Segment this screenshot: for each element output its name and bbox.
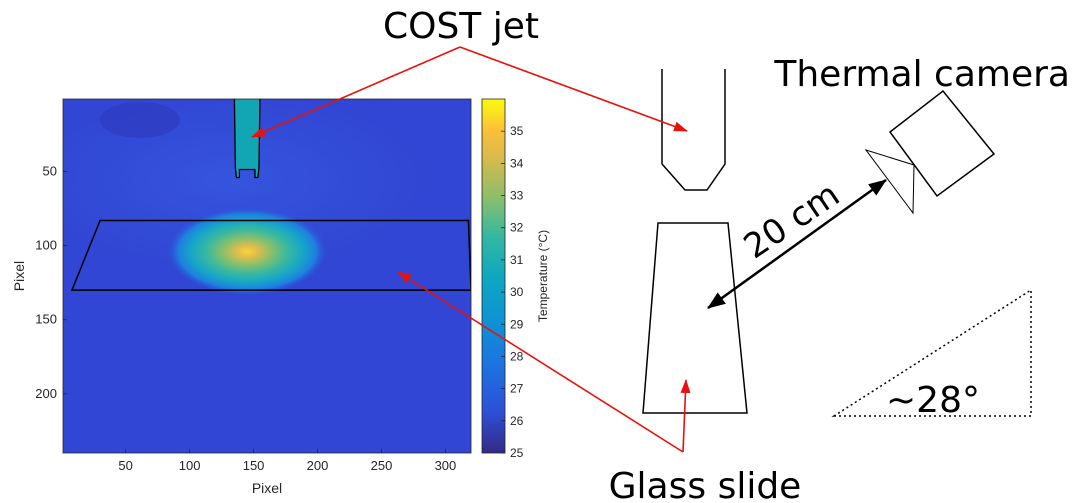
colorbar-bar <box>481 98 506 454</box>
colorbar: 25 26 27 28 29 30 31 32 33 34 35 Temperature (°C) <box>481 98 550 460</box>
arrow-cost-jet-to-heatmap <box>251 46 461 138</box>
colorbar-tick-label: 26 <box>510 414 524 428</box>
colorbar-tick-label: 32 <box>510 221 524 235</box>
y-tick-label: 200 <box>35 386 57 401</box>
y-axis-label: Pixel <box>11 261 27 291</box>
label-glass-slide: Glass slide <box>609 466 802 503</box>
heatmap-haze <box>63 99 430 270</box>
x-axis-ticks: 50 100 150 200 250 300 <box>118 449 456 473</box>
x-tick-label: 50 <box>118 458 132 473</box>
jet-nozzle-region <box>233 99 261 179</box>
colorbar-ticks: 25 26 27 28 29 30 31 32 33 34 35 <box>501 124 524 460</box>
slide-outline <box>70 219 471 291</box>
x-tick-label: 250 <box>371 458 393 473</box>
angle-label: ~28° <box>886 380 980 421</box>
colorbar-tick-label: 30 <box>510 285 524 299</box>
heatmap-hot-spot <box>167 207 328 296</box>
colorbar-tick-label: 29 <box>510 317 524 331</box>
thermal-heatmap: 50 100 150 200 250 300 50 100 150 200 Pixel Pixe… <box>11 98 472 496</box>
colorbar-tick-label: 33 <box>510 189 524 203</box>
x-tick-label: 100 <box>179 458 201 473</box>
colorbar-tick-label: 34 <box>510 156 524 170</box>
x-axis-label: Pixel <box>252 480 282 496</box>
colorbar-tick-label: 25 <box>510 446 524 460</box>
arrow-cost-jet-to-schematic <box>459 46 688 132</box>
schematic-thermal-camera <box>864 89 996 215</box>
schematic-glass-slide <box>642 222 748 414</box>
camera-lens <box>864 149 915 215</box>
angle-triangle <box>831 288 1032 417</box>
distance-arrow <box>707 178 887 310</box>
y-tick-label: 150 <box>35 312 57 327</box>
colorbar-tick-label: 28 <box>510 349 524 363</box>
x-tick-label: 200 <box>307 458 329 473</box>
x-tick-label: 150 <box>243 458 265 473</box>
annotation-arrows <box>251 46 691 453</box>
y-tick-label: 50 <box>43 164 57 179</box>
label-cost-jet: COST jet <box>383 6 539 47</box>
camera-body <box>888 89 996 198</box>
x-tick-label: 300 <box>435 458 457 473</box>
heatmap-cool-patch <box>100 102 180 138</box>
arrow-glass-slide-to-schematic <box>680 379 691 453</box>
colorbar-tick-label: 35 <box>510 124 524 138</box>
plot-frame <box>62 98 472 454</box>
schematic-jet-nozzle <box>661 69 726 191</box>
arrow-glass-slide-to-heatmap <box>397 271 684 453</box>
y-tick-label: 100 <box>35 238 57 253</box>
colorbar-label: Temperature (°C) <box>536 230 550 322</box>
y-axis-ticks: 50 100 150 200 <box>35 164 67 401</box>
label-thermal-camera: Thermal camera <box>773 54 1070 95</box>
colorbar-tick-label: 27 <box>510 382 524 396</box>
colorbar-tick-label: 31 <box>510 253 524 267</box>
